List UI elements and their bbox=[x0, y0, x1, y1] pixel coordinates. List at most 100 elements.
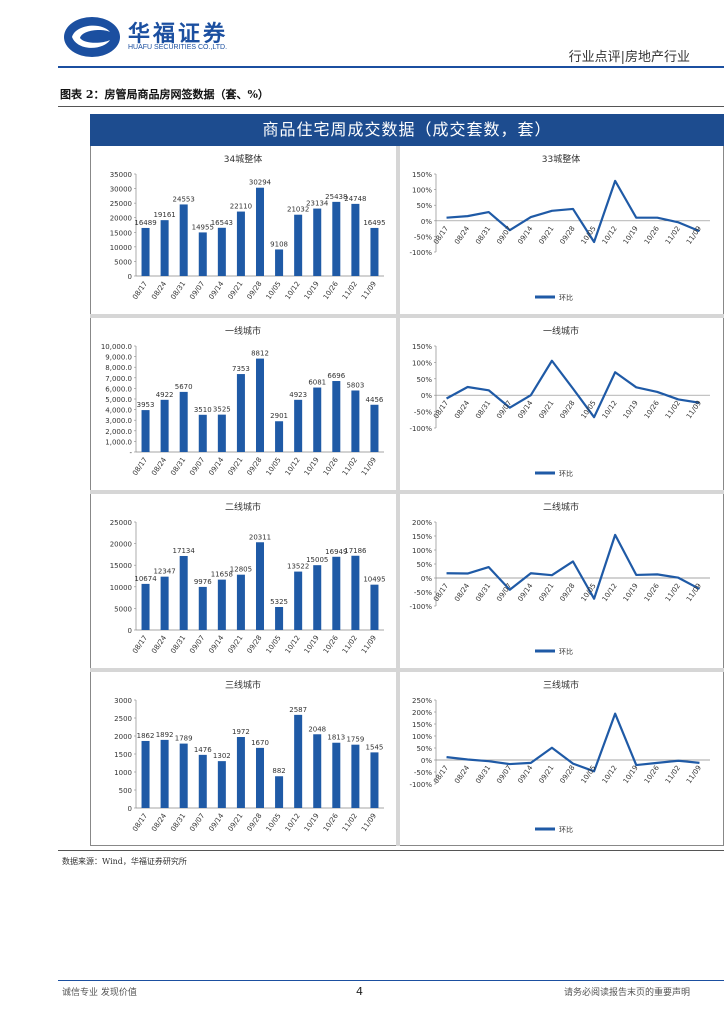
data-label: 21032 bbox=[287, 206, 309, 214]
y-tick-label: 0 bbox=[128, 805, 132, 813]
y-tick-label: 150% bbox=[412, 533, 432, 541]
bar bbox=[141, 227, 150, 276]
panel-vertical-divider bbox=[396, 146, 400, 846]
x-tick-label: 08/24 bbox=[150, 456, 168, 478]
y-tick-label: 100% bbox=[412, 359, 432, 367]
x-tick-label: 09/14 bbox=[207, 634, 225, 656]
bar bbox=[160, 576, 169, 630]
x-tick-label: 10/26 bbox=[322, 280, 340, 302]
data-label: 23134 bbox=[306, 200, 329, 208]
bar bbox=[313, 208, 322, 276]
company-name-cn: 华福证券 bbox=[128, 21, 229, 47]
y-tick-label: -50% bbox=[414, 589, 432, 597]
chart-title: 34城整体 bbox=[224, 153, 262, 165]
y-tick-label: 200% bbox=[412, 709, 432, 717]
series-line bbox=[446, 533, 700, 600]
bar bbox=[179, 204, 188, 276]
x-tick-label: 09/14 bbox=[516, 764, 534, 786]
data-label: 4923 bbox=[289, 391, 307, 399]
x-tick-label: 09/21 bbox=[537, 399, 555, 420]
x-tick-label: 08/31 bbox=[474, 399, 492, 420]
y-tick-label: 0% bbox=[421, 575, 432, 583]
data-label: 6081 bbox=[308, 379, 326, 387]
x-tick-label: 09/28 bbox=[246, 634, 264, 655]
y-tick-label: 6,000.0 bbox=[105, 385, 132, 393]
x-tick-label: 10/26 bbox=[643, 399, 661, 421]
x-tick-label: 10/12 bbox=[284, 280, 302, 301]
x-tick-label: 11/09 bbox=[685, 764, 703, 785]
y-tick-label: 2,000.0 bbox=[105, 428, 132, 436]
bar bbox=[313, 734, 322, 808]
x-tick-label: 10/19 bbox=[622, 582, 640, 603]
y-tick-label: 25000 bbox=[110, 519, 132, 527]
y-tick-label: -100% bbox=[409, 781, 432, 789]
panel-horizontal-divider bbox=[90, 490, 724, 494]
x-tick-label: 09/21 bbox=[537, 582, 555, 603]
chart-tier1-volume: 一线城市 - 1,000.0 2,000.0 3,000.0 4,000.0 5,000.0… bbox=[101, 325, 384, 478]
y-tick-label: 150% bbox=[412, 343, 432, 351]
data-label: 1789 bbox=[175, 735, 193, 743]
bar bbox=[294, 214, 303, 276]
data-label: 22110 bbox=[230, 203, 252, 211]
x-tick-label: 11/02 bbox=[664, 225, 682, 246]
x-tick-label: 08/31 bbox=[169, 812, 187, 833]
data-label: 1302 bbox=[213, 752, 231, 760]
x-tick-label: 11/02 bbox=[341, 812, 359, 833]
y-tick-label: -50% bbox=[414, 409, 432, 417]
data-label: 1759 bbox=[346, 736, 364, 744]
x-tick-label: 10/19 bbox=[622, 764, 640, 785]
x-tick-label: 08/24 bbox=[150, 634, 168, 656]
bar bbox=[294, 571, 303, 630]
bar bbox=[160, 399, 169, 452]
bar bbox=[370, 584, 379, 630]
bar bbox=[275, 606, 284, 630]
x-tick-label: 10/05 bbox=[265, 812, 283, 833]
x-tick-label: 09/28 bbox=[246, 280, 264, 301]
x-tick-label: 08/17 bbox=[432, 399, 450, 420]
x-tick-label: 10/12 bbox=[601, 582, 619, 603]
x-tick-label: 11/02 bbox=[341, 280, 359, 301]
x-tick-label: 09/28 bbox=[246, 456, 264, 477]
bar bbox=[275, 249, 284, 276]
data-source: 数据来源：Wind，华福证券研究所 bbox=[62, 857, 187, 866]
legend-label: 环比 bbox=[559, 469, 573, 478]
series-line bbox=[446, 179, 700, 244]
bar bbox=[255, 747, 265, 808]
bar bbox=[198, 754, 207, 808]
y-tick-label: 50% bbox=[416, 561, 432, 569]
figure-bottom-rule bbox=[58, 850, 724, 851]
chart-title: 三线城市 bbox=[543, 679, 579, 691]
x-tick-label: 11/09 bbox=[360, 812, 378, 833]
company-logo-icon bbox=[64, 17, 120, 57]
y-tick-label: 0% bbox=[421, 392, 432, 400]
bar bbox=[370, 227, 379, 276]
data-label: 15005 bbox=[306, 556, 328, 564]
x-tick-label: 09/21 bbox=[226, 812, 244, 833]
footer-disclaimer: 请务必阅读报告末页的重要声明 bbox=[563, 988, 690, 998]
x-tick-label: 10/19 bbox=[303, 456, 321, 477]
y-tick-label: 15000 bbox=[110, 562, 132, 570]
y-tick-label: 20000 bbox=[110, 541, 132, 549]
x-tick-label: 10/26 bbox=[322, 634, 340, 656]
y-tick-label: 3,000.0 bbox=[105, 417, 132, 425]
data-label: 3953 bbox=[137, 401, 155, 409]
bar bbox=[179, 555, 188, 630]
x-tick-label: 09/28 bbox=[559, 764, 577, 785]
x-tick-label: 10/19 bbox=[303, 280, 321, 301]
legend-label: 环比 bbox=[559, 293, 573, 302]
panel-horizontal-divider bbox=[90, 314, 724, 318]
x-tick-label: 09/21 bbox=[537, 764, 555, 785]
y-tick-label: 15000 bbox=[110, 229, 132, 237]
x-tick-label: 09/21 bbox=[226, 456, 244, 477]
x-tick-label: 10/12 bbox=[601, 225, 619, 246]
x-tick-label: 11/02 bbox=[664, 582, 682, 603]
bar bbox=[370, 752, 379, 808]
bar bbox=[294, 399, 303, 452]
data-label: 6696 bbox=[327, 372, 345, 380]
chart-tier3-volume: 三线城市 0 500 1000 1500 2000 2500 3000 1862 1892 1789… bbox=[114, 679, 384, 833]
data-label: 1972 bbox=[232, 728, 250, 736]
x-tick-label: 11/09 bbox=[685, 399, 703, 420]
x-tick-label: 09/07 bbox=[495, 582, 513, 603]
bar bbox=[160, 739, 169, 808]
